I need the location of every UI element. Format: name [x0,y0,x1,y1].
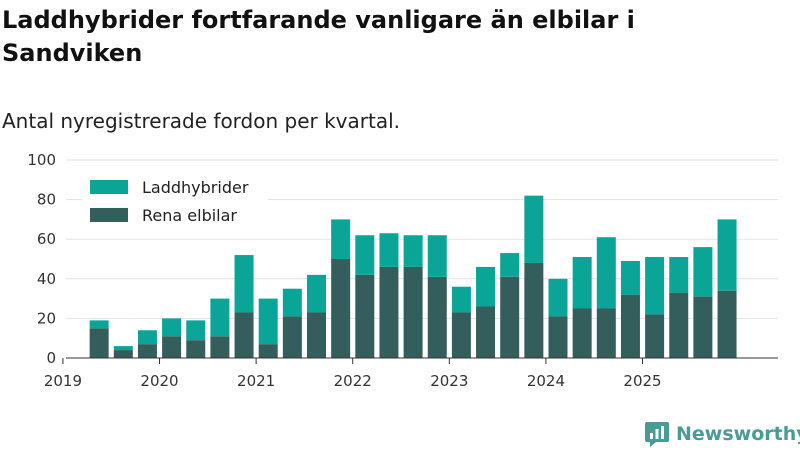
chart-subtitle: Antal nyregistrerade fordon per kvartal. [2,109,401,133]
bar-laddhybrider [717,219,737,291]
newsworthy-logo-icon [645,422,669,447]
bar-laddhybrider [572,257,592,309]
bar-rena-elbilar [234,312,254,358]
brand: Newsworthy [644,420,800,448]
x-axis-ticks: 2019 2020 2021 2022 2023 2024 2025 [44,358,662,390]
bar-rena-elbilar [548,316,568,358]
bar-laddhybrider [379,233,399,267]
bar-rena-elbilar [137,344,157,358]
bar-laddhybrider [331,219,351,259]
bar-rena-elbilar [258,344,278,358]
legend: Laddhybrider Rena elbilar [82,174,268,234]
chart-title: Laddhybrider fortfarande vanligare än el… [2,6,635,67]
x-tick-label: 2022 [334,372,372,390]
legend-swatch-laddhybrider [90,180,128,194]
x-tick-label: 2020 [140,372,178,390]
bar-laddhybrider [500,253,520,277]
bar-rena-elbilar [451,312,471,358]
bar-rena-elbilar [524,262,544,358]
bar-laddhybrider [620,260,640,295]
bar-rena-elbilar [693,296,713,358]
bar-laddhybrider [596,237,616,309]
bar-rena-elbilar [379,266,399,358]
bar-laddhybrider [669,257,689,293]
bar-laddhybrider [258,298,278,345]
bar-laddhybrider [476,266,496,307]
x-tick-label: 2021 [237,372,275,390]
x-tick-label: 2025 [623,372,661,390]
bar-rena-elbilar [669,292,689,358]
bar-rena-elbilar [186,340,206,358]
bar-rena-elbilar [476,306,496,358]
bar-laddhybrider [403,235,423,267]
y-tick-label: 40 [37,270,56,288]
bar-rena-elbilar [596,308,616,358]
bar-rena-elbilar [620,294,640,358]
bar-laddhybrider [137,330,157,345]
bar-laddhybrider [210,298,230,337]
y-tick-label: 80 [37,191,56,209]
bar-rena-elbilar [403,266,423,358]
bar-laddhybrider [162,318,182,337]
bar-laddhybrider [548,278,568,317]
bar-rena-elbilar [355,274,375,358]
brand-name: Newsworthy [676,423,800,445]
bar-rena-elbilar [113,350,133,358]
bar-rena-elbilar [162,336,182,358]
bar-laddhybrider [234,255,254,313]
bar-laddhybrider [282,288,302,317]
bar-laddhybrider [427,235,447,277]
bar-rena-elbilar [645,314,665,358]
x-tick-label: 2023 [430,372,468,390]
bar-laddhybrider [451,286,471,313]
bar-rena-elbilar [331,259,351,358]
bar-laddhybrider [113,346,133,351]
bar-laddhybrider [693,247,713,297]
bar-rena-elbilar [500,276,520,358]
legend-swatch-rena-elbilar [90,208,128,222]
legend-label-laddhybrider: Laddhybrider [142,178,249,197]
stacked-bar-chart: 0 20 40 60 80 100 2019 2020 2021 2022 2023 2024 202… [27,151,778,390]
y-tick-label: 0 [46,349,56,367]
bars [89,195,737,358]
x-tick-label: 2024 [527,372,565,390]
bar-rena-elbilar [89,328,109,358]
bar-rena-elbilar [717,290,737,358]
bar-laddhybrider [645,257,665,315]
bar-rena-elbilar [307,312,326,358]
x-tick-label: 2019 [44,372,82,390]
bar-laddhybrider [307,274,326,313]
bar-rena-elbilar [282,316,302,358]
y-tick-label: 60 [37,230,56,248]
y-tick-label: 100 [27,151,56,169]
y-tick-label: 20 [37,309,56,327]
y-axis-ticks: 0 20 40 60 80 100 [27,151,56,367]
bar-laddhybrider [186,320,206,341]
bar-laddhybrider [89,320,109,329]
bar-laddhybrider [524,195,544,263]
bar-rena-elbilar [572,308,592,358]
bar-laddhybrider [355,235,375,275]
legend-label-rena-elbilar: Rena elbilar [142,206,237,225]
bar-rena-elbilar [427,276,447,358]
bar-rena-elbilar [210,336,230,358]
